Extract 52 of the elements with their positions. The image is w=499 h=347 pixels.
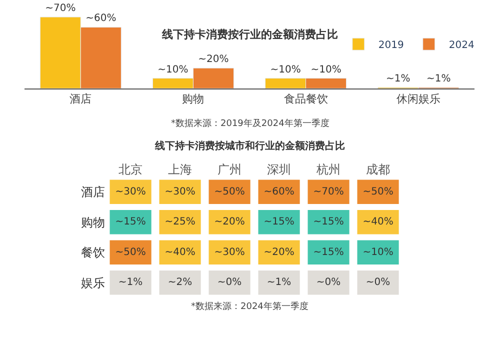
y-tick-label: 购物	[80, 215, 105, 230]
data-label: ~20%	[214, 216, 245, 228]
data-label: ~60%	[264, 186, 294, 198]
text: 线下持卡消费按行业的金额消费占比	[161, 28, 338, 41]
x-tick-label: 杭州	[316, 162, 341, 176]
data-label: ~10%	[270, 64, 301, 76]
x-tick-label: 上海	[168, 162, 192, 176]
data-label: ~1%	[266, 277, 292, 288]
x-tick-label: 食品餐饮	[284, 92, 328, 106]
data-label: ~10%	[362, 246, 394, 258]
x-tick-label: 休闲娱乐	[396, 92, 440, 106]
data-label: ~30%	[164, 186, 196, 198]
data-label: ~20%	[264, 246, 294, 258]
text: *数据来源：2024年第一季度	[191, 301, 308, 312]
data-label: ~50%	[362, 186, 394, 198]
data-label: ~60%	[86, 13, 116, 24]
x-tick-label: 成都	[366, 162, 390, 176]
legend-label: 2024	[448, 40, 474, 52]
x-tick-label: 深圳	[267, 162, 292, 176]
y-tick-label: 餐饮	[80, 246, 105, 260]
data-label: ~1%	[426, 73, 451, 84]
x-tick-label: 购物	[182, 92, 204, 106]
data-label: ~40%	[362, 216, 394, 228]
data-label: ~30%	[214, 246, 245, 258]
data-label: ~30%	[115, 186, 146, 198]
x-tick-label: 酒店	[70, 92, 92, 106]
data-label: ~50%	[214, 186, 245, 198]
data-label: ~25%	[164, 216, 196, 228]
data-label: ~40%	[164, 246, 196, 258]
text: *数据来源：2019年及2024年第一季度	[171, 118, 330, 129]
y-tick-label: 娱乐	[80, 276, 105, 290]
data-label: ~70%	[45, 3, 76, 14]
x-tick-label: 北京	[118, 162, 143, 176]
data-label: ~2%	[168, 277, 192, 288]
data-label: ~10%	[158, 64, 188, 76]
data-label: ~10%	[310, 64, 342, 76]
data-label: ~15%	[313, 246, 344, 258]
data-label: ~15%	[115, 216, 146, 228]
data-label: ~0%	[217, 277, 242, 288]
data-label: ~50%	[115, 246, 146, 258]
x-tick-label: 广州	[218, 162, 242, 176]
legend-label: 2019	[378, 40, 404, 52]
data-label: ~0%	[316, 277, 341, 288]
data-label: ~20%	[198, 54, 229, 66]
data-label: ~0%	[366, 277, 390, 288]
chart-title: 线下持卡消费按城市和行业的金额消费占比	[154, 140, 345, 152]
data-label: ~1%	[386, 73, 410, 84]
data-label: ~1%	[118, 277, 143, 288]
data-label: ~15%	[264, 216, 294, 228]
data-label: ~15%	[313, 216, 344, 228]
y-tick-label: 酒店	[80, 185, 105, 200]
data-label: ~70%	[313, 186, 344, 198]
